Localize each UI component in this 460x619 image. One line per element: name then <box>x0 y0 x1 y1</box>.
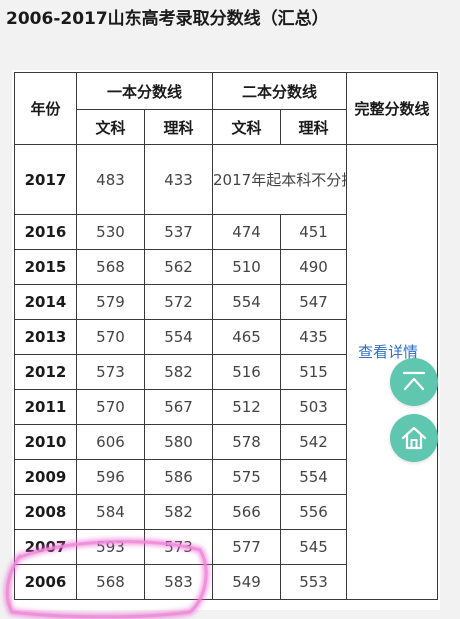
home-icon <box>401 426 427 450</box>
year-cell: 2007 <box>14 529 77 565</box>
tier1-like-cell: 582 <box>143 494 214 530</box>
no-tier-note-cell: 2017年起本科不分批次 <box>212 144 348 215</box>
tier1-like-cell: 554 <box>143 319 214 355</box>
tier2-wenke-cell: 474 <box>212 214 282 250</box>
table-row: 2016 530 537 474 451 <box>14 214 438 250</box>
header-tier2: 二本分数线 <box>212 72 348 110</box>
tier2-like-cell: 503 <box>280 389 348 425</box>
year-cell: 2008 <box>14 494 77 530</box>
year-cell: 2011 <box>14 389 77 425</box>
tier2-wenke-cell: 566 <box>212 494 282 530</box>
table-row: 2014 579 572 554 547 <box>14 284 438 320</box>
tier2-like-cell: 515 <box>280 354 348 390</box>
tier1-like-cell: 573 <box>143 529 214 565</box>
tier2-wenke-cell: 549 <box>212 564 282 600</box>
tier1-like-cell: 562 <box>143 249 214 285</box>
header-tier1-wenke: 文科 <box>76 109 145 145</box>
tier1-like-cell: 537 <box>143 214 214 250</box>
tier1-wenke-cell: 568 <box>76 249 145 285</box>
chevron-up-icon <box>402 371 426 391</box>
table-row: 2012 573 582 516 515 <box>14 354 438 390</box>
header-year: 年份 <box>14 72 77 145</box>
tier2-wenke-cell: 578 <box>212 424 282 460</box>
tier2-like-cell: 547 <box>280 284 348 320</box>
back-to-top-button[interactable] <box>390 358 438 406</box>
tier1-like-cell: 586 <box>143 459 214 495</box>
tier1-like-cell: 567 <box>143 389 214 425</box>
tier2-like-cell: 435 <box>280 319 348 355</box>
header-full-scores: 完整分数线 <box>346 72 439 145</box>
tier1-wenke-cell: 570 <box>76 389 145 425</box>
tier1-wenke-cell: 530 <box>76 214 145 250</box>
year-cell: 2017 <box>14 144 77 215</box>
tier2-like-cell: 490 <box>280 249 348 285</box>
tier1-wenke-cell: 596 <box>76 459 145 495</box>
home-button[interactable] <box>390 414 438 462</box>
tier1-wenke-cell: 573 <box>76 354 145 390</box>
tier1-wenke-cell: 593 <box>76 529 145 565</box>
table-row: 2010 606 580 578 542 <box>14 424 438 460</box>
tier2-wenke-cell: 510 <box>212 249 282 285</box>
tier1-like-cell: 572 <box>143 284 214 320</box>
table-row: 2008 584 582 566 556 <box>14 494 438 530</box>
table-row: 2017 483 433 2017年起本科不分批次 查看详情 <box>14 144 439 600</box>
year-cell: 2013 <box>14 319 77 355</box>
year-cell: 2010 <box>14 424 77 460</box>
header-tier2-wenke: 文科 <box>212 109 282 145</box>
tier2-wenke-cell: 554 <box>212 284 282 320</box>
tier1-wenke-cell: 579 <box>76 284 145 320</box>
tier2-like-cell: 545 <box>280 529 348 565</box>
tier2-like-cell: 554 <box>280 459 348 495</box>
table-row: 2013 570 554 465 435 <box>14 319 438 355</box>
header-tier2-like: 理科 <box>280 109 348 145</box>
table-row: 2009 596 586 575 554 <box>14 459 438 495</box>
tier1-like-cell: 583 <box>143 564 214 600</box>
tier2-wenke-cell: 577 <box>212 529 282 565</box>
score-table: 年份 一本分数线 二本分数线 完整分数线 文科 理科 文科 理科 2017 48… <box>14 72 439 600</box>
tier2-like-cell: 556 <box>280 494 348 530</box>
tier2-like-cell: 451 <box>280 214 348 250</box>
view-details-link[interactable]: 查看详情 <box>358 343 419 361</box>
header-tier1-like: 理科 <box>143 109 214 145</box>
tier1-like-cell: 580 <box>143 424 214 460</box>
page-title: 2006-2017山东高考录取分数线（汇总） <box>6 9 329 29</box>
tier1-wenke-cell: 483 <box>76 144 145 215</box>
year-cell: 2009 <box>14 459 77 495</box>
tier2-wenke-cell: 575 <box>212 459 282 495</box>
tier1-wenke-cell: 568 <box>76 564 145 600</box>
year-cell: 2006 <box>14 564 77 600</box>
year-cell: 2014 <box>14 284 77 320</box>
table-row: 2015 568 562 510 490 <box>14 249 438 285</box>
tier1-wenke-cell: 570 <box>76 319 145 355</box>
header-tier1: 一本分数线 <box>75 72 214 110</box>
tier1-like-cell: 433 <box>143 144 214 215</box>
tier2-like-cell: 542 <box>280 424 348 460</box>
year-cell: 2015 <box>14 249 77 285</box>
tier2-wenke-cell: 465 <box>212 319 282 355</box>
year-cell: 2012 <box>14 354 77 390</box>
tier1-wenke-cell: 584 <box>76 494 145 530</box>
tier1-wenke-cell: 606 <box>76 424 145 460</box>
tier2-wenke-cell: 516 <box>212 354 282 390</box>
year-cell: 2016 <box>14 214 77 250</box>
tier2-wenke-cell: 512 <box>212 389 282 425</box>
tier2-like-cell: 553 <box>280 564 348 600</box>
tier1-like-cell: 582 <box>143 354 214 390</box>
